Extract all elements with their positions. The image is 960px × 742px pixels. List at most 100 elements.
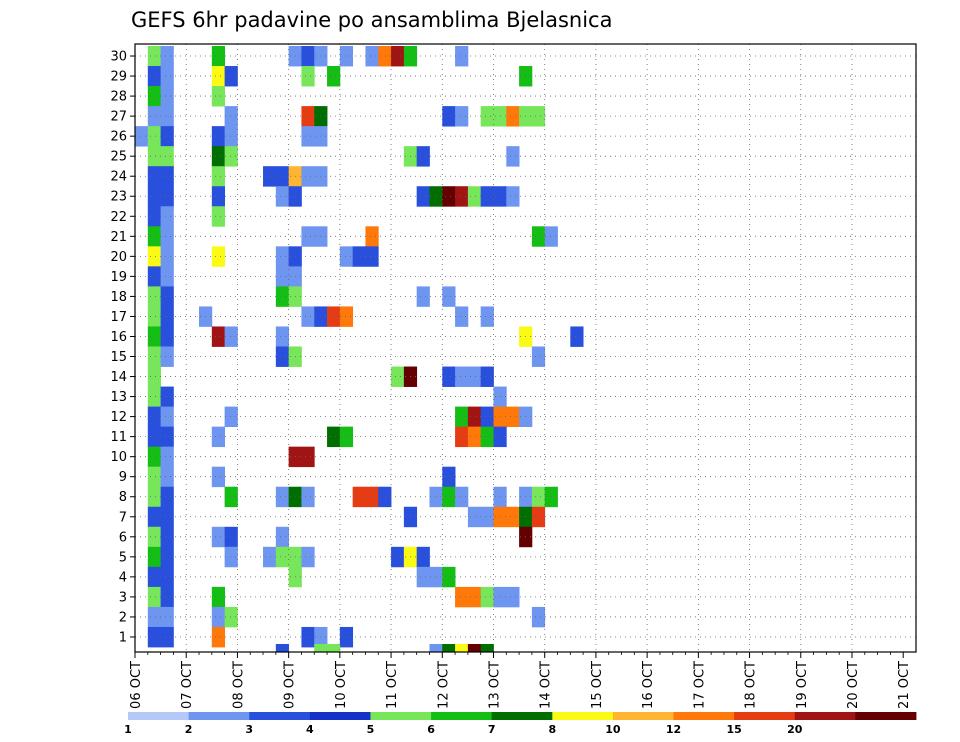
heatmap-cell bbox=[301, 446, 315, 468]
heatmap-cell bbox=[160, 146, 174, 167]
heatmap-cell bbox=[467, 186, 482, 207]
heatmap-cell bbox=[211, 586, 226, 608]
heatmap-cell bbox=[160, 306, 174, 327]
heatmap-cell bbox=[531, 226, 546, 247]
heatmap-cell bbox=[467, 586, 482, 608]
heatmap-cell bbox=[467, 366, 482, 387]
colorbar-swatch bbox=[431, 712, 493, 720]
heatmap-cell bbox=[480, 406, 494, 428]
y-axis-member-labels: 1234567891011121314151617181920212223242… bbox=[110, 50, 135, 645]
heatmap-cell bbox=[147, 466, 161, 488]
heatmap-cell bbox=[147, 566, 161, 588]
heatmap-cell bbox=[147, 606, 161, 628]
heatmap-cell bbox=[211, 126, 226, 147]
heatmap-cell bbox=[147, 346, 161, 367]
heatmap-cell bbox=[301, 626, 315, 648]
heatmap-cell bbox=[224, 526, 238, 548]
colorbar-label: 20 bbox=[787, 723, 803, 736]
heatmap-cell bbox=[263, 546, 277, 568]
heatmap-cell bbox=[455, 106, 469, 127]
heatmap-cell bbox=[467, 406, 482, 428]
heatmap-cell bbox=[391, 366, 405, 387]
heatmap-cell bbox=[147, 326, 161, 347]
colorbar-label: 15 bbox=[726, 723, 741, 736]
heatmap-cell bbox=[147, 166, 161, 187]
heatmap-cell bbox=[160, 286, 174, 307]
colorbar-swatch bbox=[309, 712, 371, 720]
y-tick-label: 1 bbox=[119, 630, 127, 645]
colorbar-label: 7 bbox=[488, 723, 496, 736]
heatmap-cell bbox=[211, 426, 226, 448]
y-tick-label: 8 bbox=[119, 490, 127, 505]
colorbar-legend: 1 2 3 4 5 6 7 8 10 12 15 20 bbox=[124, 712, 917, 736]
x-tick-label: 15 OCT bbox=[590, 661, 605, 709]
heatmap-cell bbox=[544, 486, 558, 508]
y-tick-label: 4 bbox=[119, 570, 127, 585]
heatmap-cell bbox=[147, 586, 161, 608]
heatmap-cell bbox=[416, 566, 430, 588]
heatmap-cell bbox=[160, 406, 174, 428]
heatmap-cell bbox=[147, 226, 161, 247]
x-tick-label: 17 OCT bbox=[692, 661, 707, 709]
colorbar-swatch bbox=[491, 712, 553, 720]
x-tick-label: 20 OCT bbox=[846, 661, 861, 709]
heatmap-cell bbox=[442, 286, 456, 307]
colorbar-swatch bbox=[612, 712, 674, 720]
heatmap-cell bbox=[327, 643, 341, 653]
heatmap-cell bbox=[211, 526, 226, 548]
y-tick-label: 3 bbox=[119, 590, 127, 605]
colorbar-label: 2 bbox=[185, 723, 193, 736]
heatmap-cell bbox=[455, 586, 469, 608]
colorbar-label: 1 bbox=[124, 723, 132, 736]
heatmap-cell bbox=[160, 486, 174, 508]
heatmap-cell bbox=[147, 206, 161, 227]
heatmap-cell bbox=[531, 486, 546, 508]
heatmap-cell bbox=[467, 643, 482, 653]
heatmap-cell bbox=[160, 86, 174, 107]
x-tick-label: 10 OCT bbox=[334, 661, 349, 709]
heatmap-cell bbox=[211, 186, 226, 207]
heatmap-cell bbox=[301, 166, 315, 187]
heatmap-cell bbox=[147, 406, 161, 428]
heatmap-cell bbox=[365, 46, 379, 67]
heatmap-cell bbox=[442, 366, 456, 387]
heatmap-cell bbox=[224, 486, 238, 508]
heatmap-cell bbox=[352, 486, 366, 508]
colorbar-swatch bbox=[673, 712, 735, 720]
heatmap-cell bbox=[224, 546, 238, 568]
heatmap-cell bbox=[570, 326, 584, 347]
y-tick-label: 14 bbox=[110, 370, 127, 385]
heatmap-cell bbox=[365, 246, 379, 267]
heatmap-cell bbox=[224, 326, 238, 347]
y-tick-label: 7 bbox=[119, 510, 127, 525]
heatmap-cell bbox=[416, 146, 430, 167]
heatmap-cell bbox=[531, 606, 546, 628]
heatmap-cell bbox=[339, 426, 354, 448]
heatmap-cell bbox=[224, 606, 238, 628]
chart-title: GEFS 6hr padavine po ansamblima Bjelasni… bbox=[131, 8, 612, 32]
heatmap-cell bbox=[224, 106, 238, 127]
y-tick-label: 13 bbox=[110, 390, 127, 405]
x-tick-label: 07 OCT bbox=[180, 661, 195, 709]
x-tick-label: 21 OCT bbox=[897, 661, 912, 709]
heatmap-cell bbox=[442, 643, 456, 653]
heatmap-cell bbox=[160, 626, 174, 648]
colorbar-label: 4 bbox=[306, 723, 314, 736]
y-tick-label: 12 bbox=[110, 410, 127, 425]
heatmap-cell bbox=[327, 306, 341, 327]
colorbar-label: 6 bbox=[427, 723, 435, 736]
heatmap-cell bbox=[378, 46, 392, 67]
y-tick-label: 5 bbox=[119, 550, 127, 565]
heatmap-cell bbox=[352, 246, 366, 267]
heatmap-cell bbox=[455, 306, 469, 327]
colorbar-swatch bbox=[855, 712, 917, 720]
heatmap-cell bbox=[467, 426, 482, 448]
heatmap-cell bbox=[365, 486, 379, 508]
heatmap-cell bbox=[224, 406, 238, 428]
heatmap-cell bbox=[147, 526, 161, 548]
y-tick-label: 28 bbox=[110, 90, 127, 105]
heatmap-cell bbox=[455, 46, 469, 67]
heatmap-cell bbox=[442, 466, 456, 488]
heatmap-cell bbox=[275, 486, 290, 508]
